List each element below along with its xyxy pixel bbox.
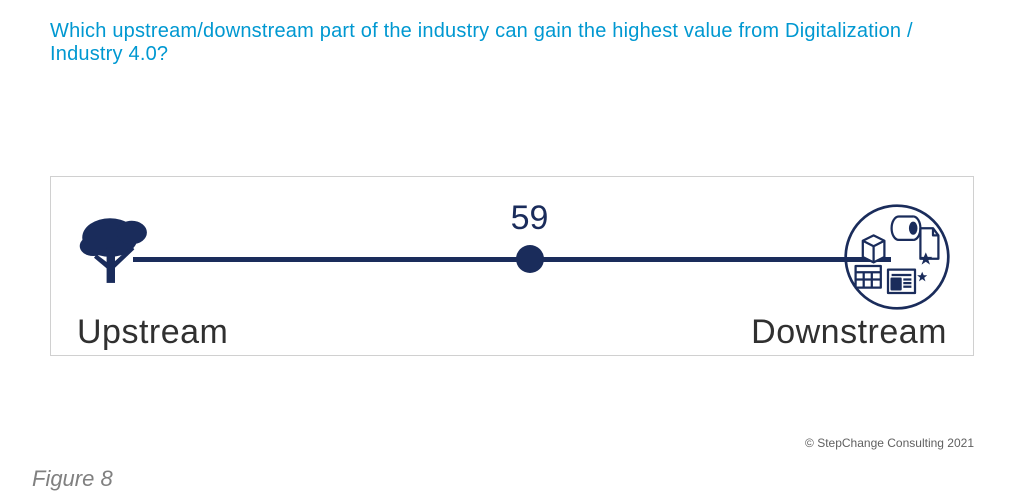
slider-track: [133, 257, 891, 262]
slider-track-area: 59: [73, 199, 951, 309]
question-title: Which upstream/downstream part of the in…: [50, 20, 974, 66]
slider-value: 59: [511, 199, 549, 238]
slider-thumb[interactable]: [516, 245, 544, 273]
tree-icon: [73, 209, 157, 293]
slider-panel: 59: [50, 176, 974, 356]
figure-caption: Figure 8: [32, 466, 113, 492]
slider-labels: Upstream Downstream: [73, 313, 951, 352]
right-label: Downstream: [751, 313, 947, 352]
products-cluster-icon: [843, 203, 951, 311]
copyright-text: © StepChange Consulting 2021: [805, 436, 974, 450]
left-label: Upstream: [77, 313, 228, 352]
